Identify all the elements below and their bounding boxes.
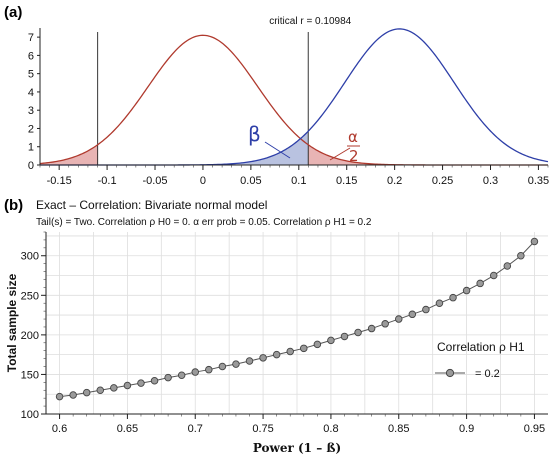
series-point	[286, 347, 294, 356]
series-point	[489, 271, 498, 280]
series-point	[462, 286, 471, 295]
panel-a-y-tick-label: 6	[28, 50, 34, 62]
panel-a-x-tick-label: 0	[200, 175, 206, 187]
panel-b-x-tick-label: 0.95	[524, 423, 545, 435]
series-point	[530, 237, 539, 246]
series-point	[395, 315, 403, 323]
series-point	[55, 392, 64, 401]
beta-pointer-line	[264, 141, 291, 159]
series-point	[354, 328, 362, 337]
panel-b-y-tick-label: 150	[21, 369, 39, 381]
series-point	[69, 391, 77, 399]
panel-a-label: (a)	[4, 4, 22, 21]
alpha-denominator: 2	[349, 147, 359, 165]
panel-a-plot: 0 1 2 3 4 5 6 7 -0.15 -0.1 -0.05 0 0.05 0.1 0.15 0.2 0.2…	[28, 16, 549, 187]
panel-a-y-tick-label: 0	[28, 160, 34, 172]
alpha-label: α	[348, 128, 358, 146]
chart-subtitle: Tail(s) = Two. Correlation ρ H0 = 0. α e…	[36, 217, 372, 228]
series-point	[300, 344, 308, 353]
series-point	[232, 360, 240, 368]
series-point	[435, 299, 444, 307]
h1-curve	[40, 28, 549, 166]
panel-b-series	[55, 237, 539, 401]
series-point	[150, 377, 159, 385]
panel-b-y-tick-label: 250	[21, 290, 39, 302]
series-point	[96, 386, 105, 395]
panel-b-y-tick-label: 300	[21, 251, 39, 263]
beta-label: β	[248, 122, 261, 146]
series-point	[327, 336, 335, 345]
alpha-lower-tail	[40, 144, 98, 165]
panel-a-y-tick-label: 3	[28, 105, 34, 117]
chart-title: Exact – Correlation: Bivariate normal mo…	[36, 198, 267, 212]
panel-a-x-tick-label: 0.05	[240, 175, 261, 187]
panel-a-shaded-regions	[40, 131, 548, 165]
panel-a-x-tick-label: -0.15	[47, 175, 72, 187]
panel-a-x-tick-label: 0.35	[528, 175, 549, 187]
series-point	[123, 381, 132, 390]
panel-a-axes: 0 1 2 3 4 5 6 7 -0.15 -0.1 -0.05 0 0.05 0.1 0.15 0.2 0.2…	[28, 28, 549, 187]
series-point	[422, 305, 430, 314]
x-axis-title: Power (1 – ß)	[253, 441, 341, 455]
panel-b-label: (b)	[4, 197, 23, 214]
series-point	[177, 371, 186, 379]
panel-a-x-tick-label: 0.25	[432, 175, 453, 187]
series-point	[449, 293, 457, 302]
panel-a-y-tick-label: 5	[28, 69, 34, 81]
panel-a-y-tick-label: 2	[28, 123, 34, 135]
legend-title: Correlation ρ H1	[437, 340, 525, 354]
alpha-upper-tail	[308, 144, 548, 165]
panel-b-x-tick-label: 0.85	[388, 423, 409, 435]
panel-a-x-tick-label: -0.1	[98, 175, 117, 187]
series-point	[476, 279, 484, 288]
panel-b-x-tick-label: 0.6	[52, 423, 67, 435]
series-point	[245, 357, 254, 365]
panel-a-y-tick-label: 1	[28, 142, 34, 154]
series-point	[218, 362, 227, 371]
panel-b-x-tick-label: 0.8	[323, 423, 338, 435]
panel-a-y-tick-label: 7	[28, 32, 34, 44]
series-point	[340, 332, 349, 341]
series-point	[408, 310, 417, 319]
panel-b-legend: Correlation ρ H1 = 0.2	[435, 340, 525, 380]
panel-b-x-tick-label: 0.75	[252, 423, 273, 435]
panel-b-plot: 100 150 200 250 300 0.6 0.65 0.7 0.75 0.8 0.85 0.9 0…	[5, 231, 548, 455]
series-point	[367, 324, 376, 333]
panel-a-x-tick-label: -0.05	[142, 175, 167, 187]
series-point	[259, 354, 267, 362]
alpha-pointer-line	[329, 147, 351, 161]
legend-entry: = 0.2	[475, 368, 500, 380]
series-point	[503, 262, 512, 270]
panel-a-annotations: β α 2	[248, 122, 360, 165]
series-point	[82, 388, 91, 397]
series-point	[313, 340, 322, 349]
y-axis-title: Total sample size	[5, 273, 19, 372]
series-point	[205, 365, 213, 374]
panel-b-x-tick-label: 0.9	[459, 423, 474, 435]
series-point	[381, 320, 389, 328]
panel-a-x-tick-label: 0.3	[483, 175, 498, 187]
legend-marker	[445, 368, 455, 378]
series-point	[110, 384, 118, 392]
panel-a-x-tick-label: 0.15	[336, 175, 357, 187]
panel-b-x-tick-label: 0.65	[117, 423, 138, 435]
beta-region	[40, 131, 309, 165]
panel-a-curves	[39, 28, 549, 166]
series-point	[164, 373, 172, 382]
panel-b-y-tick-label: 100	[21, 409, 39, 421]
panel-b-y-tick-label: 200	[21, 330, 39, 342]
panel-a-critical-lines	[97, 32, 309, 165]
series-point	[137, 379, 145, 387]
series-point	[517, 251, 525, 260]
series-point	[272, 350, 281, 359]
panel-a-x-tick-label: 0.1	[291, 175, 306, 187]
panel-b-x-tick-label: 0.7	[188, 423, 203, 435]
series-point	[191, 368, 199, 376]
panel-a-y-tick-label: 4	[28, 87, 34, 99]
panel-a-x-tick-label: 0.2	[387, 175, 402, 187]
critical-r-annotation: critical r = 0.10984	[269, 16, 351, 27]
panel-b-axes: 100 150 200 250 300 0.6 0.65 0.7 0.75 0.8 0.85 0.9 0…	[21, 231, 548, 435]
